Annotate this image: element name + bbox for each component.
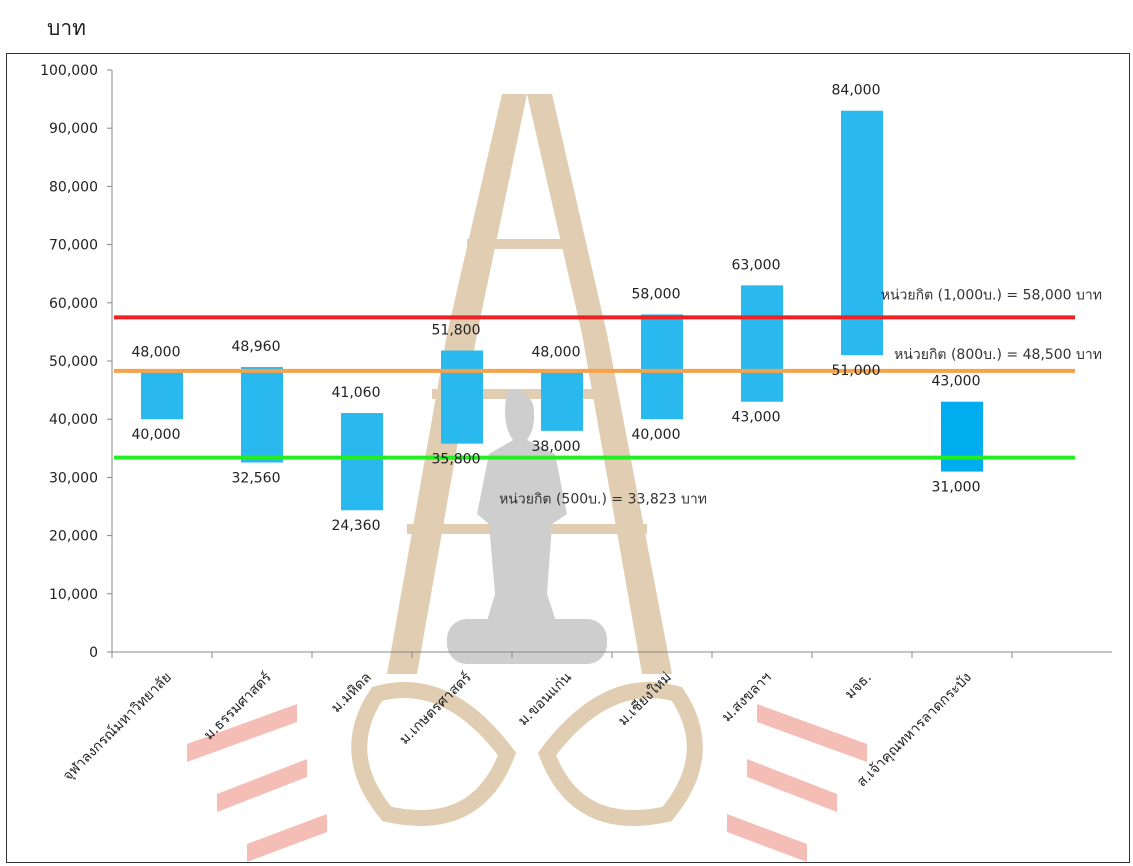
high-value-label: 48,000 <box>532 345 581 361</box>
low-value-label: 32,560 <box>232 471 281 487</box>
seal-ray-right-1 <box>757 704 867 762</box>
range-bar <box>541 372 583 431</box>
seal-ray-right-2 <box>747 759 837 812</box>
category-label: จุฬาลงกรณ์มหาวิทยาลัย <box>59 669 174 784</box>
y-axis-unit-label: บาท <box>47 16 86 40</box>
y-tick-label: 10,000 <box>49 587 98 603</box>
range-bar <box>441 350 483 444</box>
high-value-label: 58,000 <box>632 286 681 302</box>
category-label: ส.เจ้าคุณทหารลาดกระบัง <box>854 670 975 791</box>
y-tick-label: 50,000 <box>49 354 98 370</box>
y-tick-label: 30,000 <box>49 470 98 486</box>
reference-line-label: หน่วยกิต (500บ.) = 33,823 บาท <box>499 492 707 508</box>
high-value-label: 84,000 <box>832 83 881 99</box>
low-value-label: 35,800 <box>432 452 481 468</box>
high-value-label: 51,800 <box>432 323 481 339</box>
low-value-label: 40,000 <box>632 427 681 443</box>
low-value-label: 31,000 <box>932 480 981 496</box>
low-value-label: 51,000 <box>832 363 881 379</box>
seal-leaf-right <box>537 682 703 826</box>
reference-line-label: หน่วยกิต (800บ.) = 48,500 บาท <box>894 347 1102 363</box>
range-bar <box>841 110 883 356</box>
floating-bar-chart: 0 10,000 20,000 30,000 40,000 50,000 60,000 70,… <box>40 63 1112 862</box>
high-value-label: 43,000 <box>932 374 981 390</box>
range-bar <box>941 401 983 472</box>
low-value-label: 24,360 <box>332 518 381 534</box>
category-label: มจธ. <box>842 670 875 703</box>
seal-ray-right-3 <box>727 814 807 862</box>
range-bar <box>641 314 683 420</box>
low-value-label: 40,000 <box>132 427 181 443</box>
seal-rung-1 <box>467 239 577 249</box>
category-labels: จุฬาลงกรณ์มหาวิทยาลัย ม.ธรรมศาสตร์ ม.มหิดล… <box>59 668 974 790</box>
y-tick-label: 40,000 <box>49 412 98 428</box>
y-tick-label: 0 <box>89 645 98 661</box>
range-bar <box>141 372 183 420</box>
seal-pedestal <box>447 619 607 664</box>
range-bar <box>241 367 283 463</box>
low-value-label: 43,000 <box>732 410 781 426</box>
seal-ray-left-2 <box>217 759 307 812</box>
bars <box>141 110 983 511</box>
data-labels: 48,000 40,000 48,960 32,560 41,060 24,360 51,8… <box>132 83 981 534</box>
low-value-label: 38,000 <box>532 439 581 455</box>
university-seal-watermark <box>187 94 867 862</box>
seal-ray-left-3 <box>247 814 327 862</box>
seal-ray-left-1 <box>187 704 297 762</box>
range-bar <box>741 285 783 402</box>
seal-leaf-left <box>351 682 517 826</box>
chart-frame: 0 10,000 20,000 30,000 40,000 50,000 60,000 70,… <box>6 53 1130 863</box>
y-tick-label: 80,000 <box>49 179 98 195</box>
y-tick-label: 60,000 <box>49 296 98 312</box>
y-tick-label: 90,000 <box>49 121 98 137</box>
high-value-label: 63,000 <box>732 257 781 273</box>
range-bar <box>341 413 383 511</box>
axes: 0 10,000 20,000 30,000 40,000 50,000 60,000 70,… <box>40 63 1112 661</box>
y-tick-label: 70,000 <box>49 238 98 254</box>
high-value-label: 41,060 <box>332 385 381 401</box>
high-value-label: 48,960 <box>232 339 281 355</box>
reference-line-label: หน่วยกิต (1,000บ.) = 58,000 บาท <box>881 287 1102 303</box>
y-tick-label: 100,000 <box>40 63 98 79</box>
high-value-label: 48,000 <box>132 345 181 361</box>
y-tick-label: 20,000 <box>49 529 98 545</box>
reference-lines: หน่วยกิต (1,000บ.) = 58,000 บาทหน่วยกิต … <box>114 287 1102 508</box>
